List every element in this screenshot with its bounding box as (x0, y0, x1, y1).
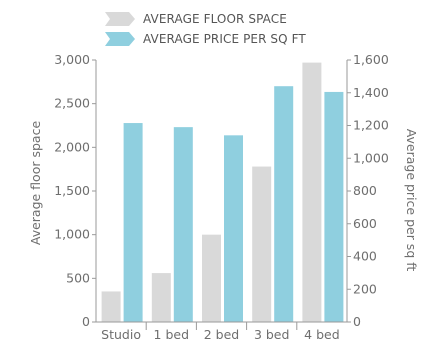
bar-floor-space (101, 291, 121, 322)
right-tick-label: 1,400 (353, 85, 389, 100)
bar-floor-space (302, 62, 322, 323)
right-tick-label: 600 (353, 216, 377, 231)
bar-price-per-sqft (224, 135, 243, 322)
x-tick-label: 4 bed (304, 327, 340, 339)
left-tick-label: 500 (66, 270, 90, 285)
y2-axis-title: Average price per sq ft (404, 129, 419, 272)
legend-label: AVERAGE PRICE PER SQ FT (143, 32, 306, 46)
right-tick-label: 1,200 (353, 118, 389, 133)
legend: AVERAGE FLOOR SPACE AVERAGE PRICE PER SQ … (105, 12, 306, 46)
right-tick-label: 1,000 (353, 150, 389, 165)
bars (101, 62, 344, 323)
right-tick-label: 800 (353, 183, 377, 198)
y-axis-title: Average floor space (28, 121, 43, 246)
bar-price-per-sqft (173, 127, 193, 322)
left-tick-label: 2,000 (54, 139, 90, 154)
x-tick-label: 3 bed (254, 327, 290, 339)
legend-swatch (105, 12, 135, 26)
bar-price-per-sqft (274, 86, 294, 322)
legend-label: AVERAGE FLOOR SPACE (143, 12, 287, 26)
bar-floor-space (202, 234, 221, 322)
left-axis-ticks: 0 500 1,000 1,500 2,000 2,500 3,000 (54, 52, 96, 329)
x-axis-ticks: Studio 1 bed 2 bed 3 bed 4 bed (101, 322, 340, 339)
right-tick-label: 0 (353, 314, 361, 329)
x-tick-label: 1 bed (154, 327, 190, 339)
bar-price-per-sqft (324, 91, 344, 323)
right-axis-ticks: 0 200 400 600 800 1,000 1,200 1,400 1,600 (347, 52, 389, 329)
legend-swatch (105, 32, 135, 46)
bar-floor-space (252, 166, 272, 322)
left-tick-label: 1,000 (54, 227, 90, 242)
x-tick-label: 2 bed (204, 327, 240, 339)
right-tick-label: 1,600 (353, 52, 389, 67)
right-tick-label: 200 (353, 281, 377, 296)
bar-price-per-sqft (123, 123, 143, 322)
bar-floor-space (151, 273, 171, 322)
left-tick-label: 2,500 (54, 96, 90, 111)
right-tick-label: 400 (353, 249, 377, 264)
left-tick-label: 1,500 (54, 183, 90, 198)
x-tick-label: Studio (101, 327, 141, 339)
left-tick-label: 0 (82, 314, 90, 329)
left-tick-label: 3,000 (54, 52, 90, 67)
